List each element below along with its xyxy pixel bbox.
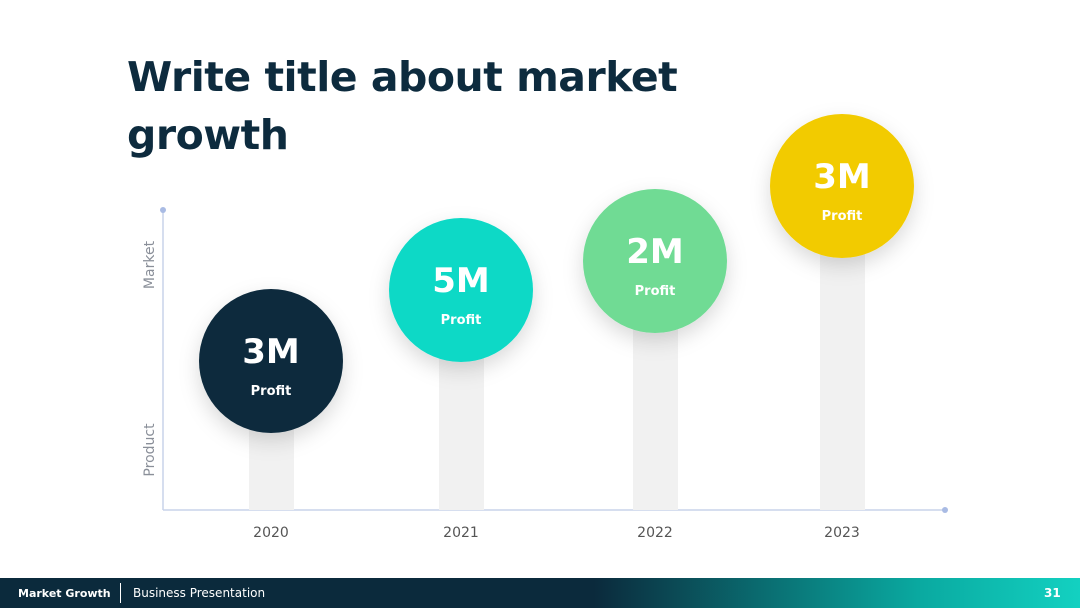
bubble-value: 3M — [242, 332, 300, 372]
bubble-label: Profit — [441, 313, 482, 328]
footer-title: Market Growth — [18, 587, 111, 600]
year-label: 2022 — [637, 525, 673, 541]
axis-dot — [942, 507, 948, 513]
bubble-value: 2M — [626, 232, 684, 272]
axis-dot — [160, 207, 166, 213]
diagram: Market Product 3M Profit 2020 5M Profit 2021 2… — [142, 114, 948, 541]
bubble-label: Profit — [635, 284, 676, 299]
axis-label: Market — [142, 240, 158, 289]
bubble — [199, 289, 343, 433]
axis-label: Product — [142, 423, 158, 477]
bubble — [389, 218, 533, 362]
slide-title: Write title about market growth — [127, 53, 678, 159]
footer-subtitle: Business Presentation — [133, 586, 266, 600]
bubble — [583, 189, 727, 333]
year-label: 2021 — [443, 525, 479, 541]
bubble-value: 5M — [432, 261, 490, 301]
year-label: 2020 — [253, 525, 289, 541]
bubble-label: Profit — [822, 209, 863, 224]
separator — [120, 583, 121, 603]
page-number: 31 — [1044, 586, 1061, 600]
bubble-value: 3M — [813, 157, 871, 197]
year-label: 2023 — [824, 525, 860, 541]
bubble — [770, 114, 914, 258]
footer: Market Growth Business Presentation 31 — [0, 578, 1080, 608]
bubble-label: Profit — [251, 384, 292, 399]
